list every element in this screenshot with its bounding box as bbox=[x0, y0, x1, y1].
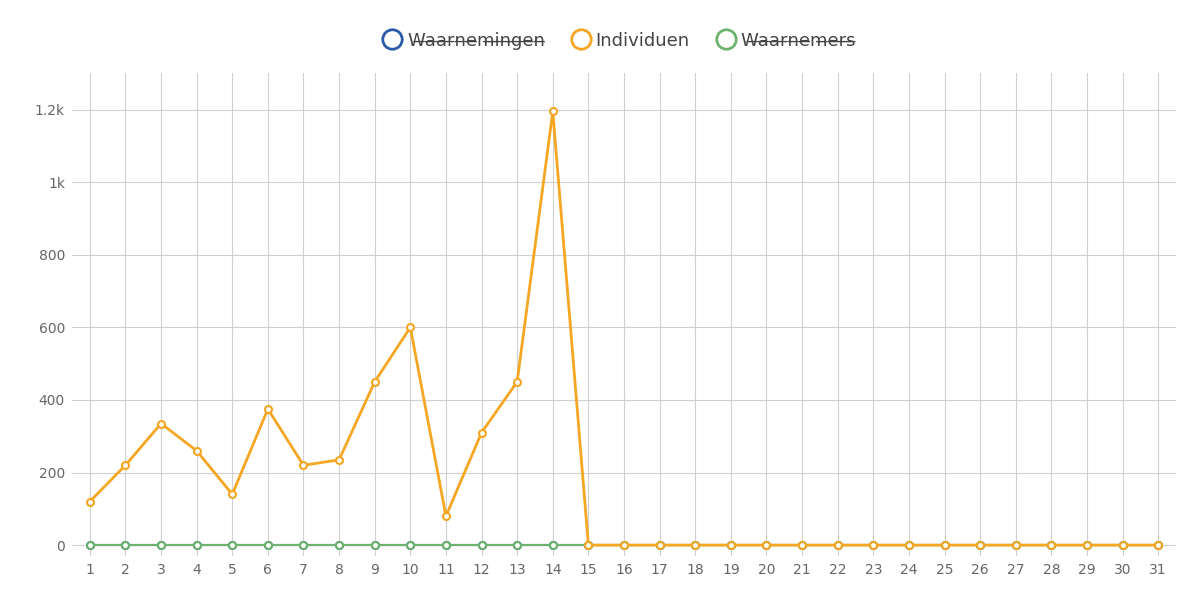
Legend: W̶a̶a̶r̶n̶e̶m̶i̶n̶g̶e̶n̶, Individuen, W̶a̶a̶r̶n̶e̶m̶e̶r̶s̶: W̶a̶a̶r̶n̶e̶m̶i̶n̶g̶e̶n̶, Individuen, W̶… bbox=[385, 24, 863, 57]
